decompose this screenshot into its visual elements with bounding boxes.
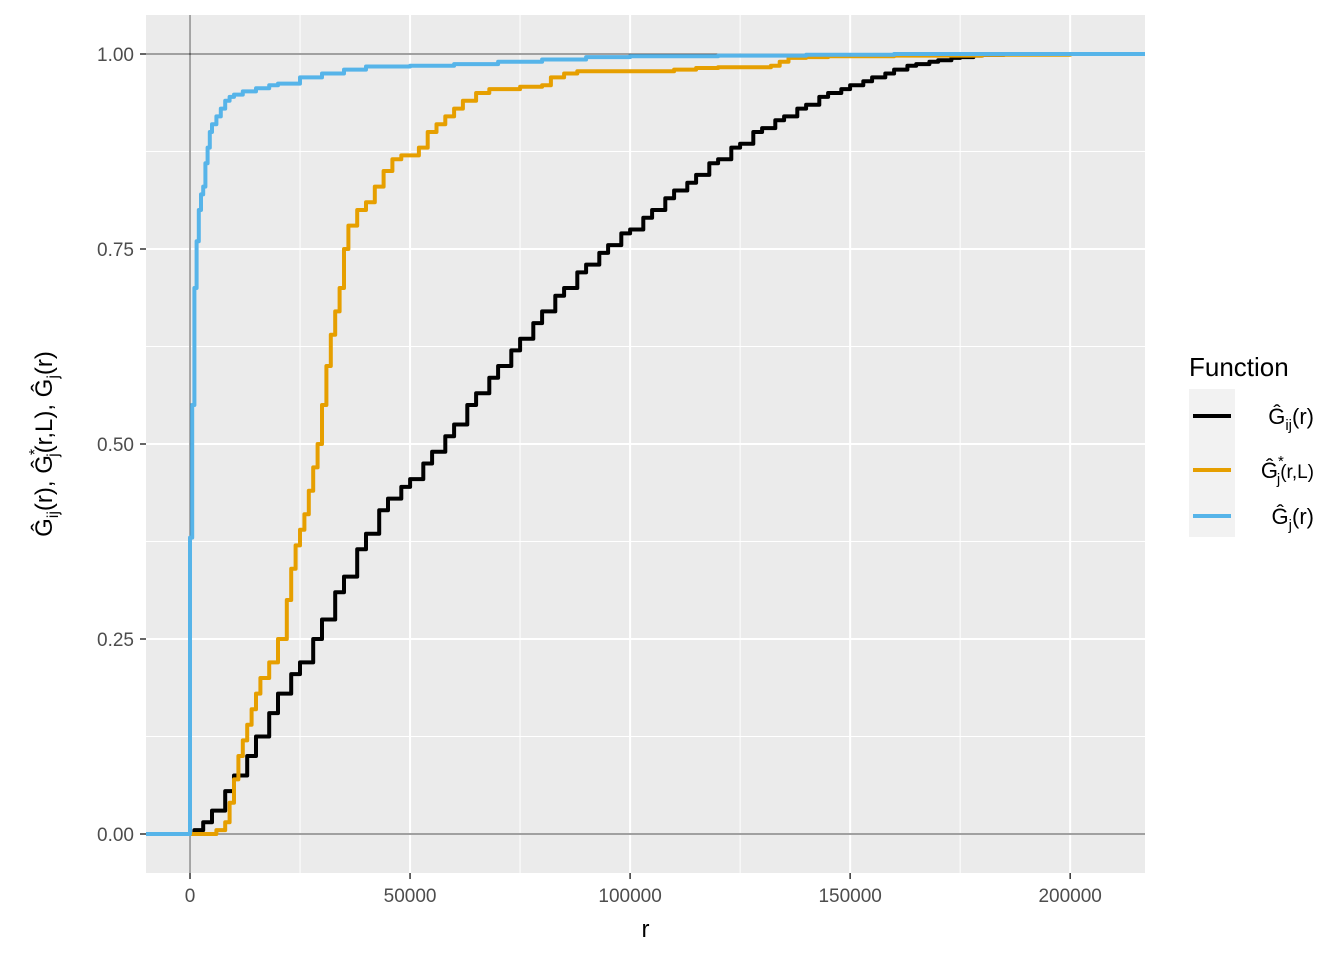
- legend-label-1: Ĝ* j(r,L): [1261, 453, 1314, 488]
- legend-title: Function: [1189, 352, 1289, 382]
- y-tick-label: 0.50: [97, 435, 134, 456]
- series-line-Gstar: [146, 52, 1145, 836]
- series-line-Gj: [146, 52, 1145, 836]
- y-tick-label: 0.00: [97, 825, 134, 846]
- svg-text:Ĝij(r), Ĝ*j(r,L), Ĝj(r): Ĝij(r), Ĝ*j(r,L), Ĝj(r): [27, 351, 62, 537]
- y-tick-label: 1.00: [97, 45, 134, 66]
- legend: Function Ĝij(r) Ĝ* j(r,L) Ĝj(r): [1189, 352, 1314, 537]
- x-tick-label: 150000: [818, 886, 881, 907]
- x-tick-label: 100000: [598, 886, 661, 907]
- x-tick-label: 0: [185, 886, 196, 907]
- x-axis-ticks: 0 50000 100000 150000 200000: [185, 873, 1102, 907]
- y-tick-label: 0.25: [97, 630, 134, 651]
- legend-label-0: Ĝij(r): [1268, 404, 1314, 434]
- x-tick-label: 200000: [1038, 886, 1101, 907]
- series-layer: [146, 52, 1145, 836]
- y-axis-title: Ĝij(r), Ĝ*j(r,L), Ĝj(r): [27, 351, 62, 537]
- series-line-Gij: [146, 52, 1145, 836]
- x-tick-label: 50000: [384, 886, 437, 907]
- y-tick-label: 0.75: [97, 240, 134, 261]
- legend-keys-background: [1189, 389, 1235, 537]
- legend-label-2: Ĝj(r): [1272, 504, 1314, 534]
- x-axis-title: r: [642, 916, 650, 943]
- y-axis-ticks: 0.00 0.25 0.50 0.75 1.00: [97, 45, 146, 846]
